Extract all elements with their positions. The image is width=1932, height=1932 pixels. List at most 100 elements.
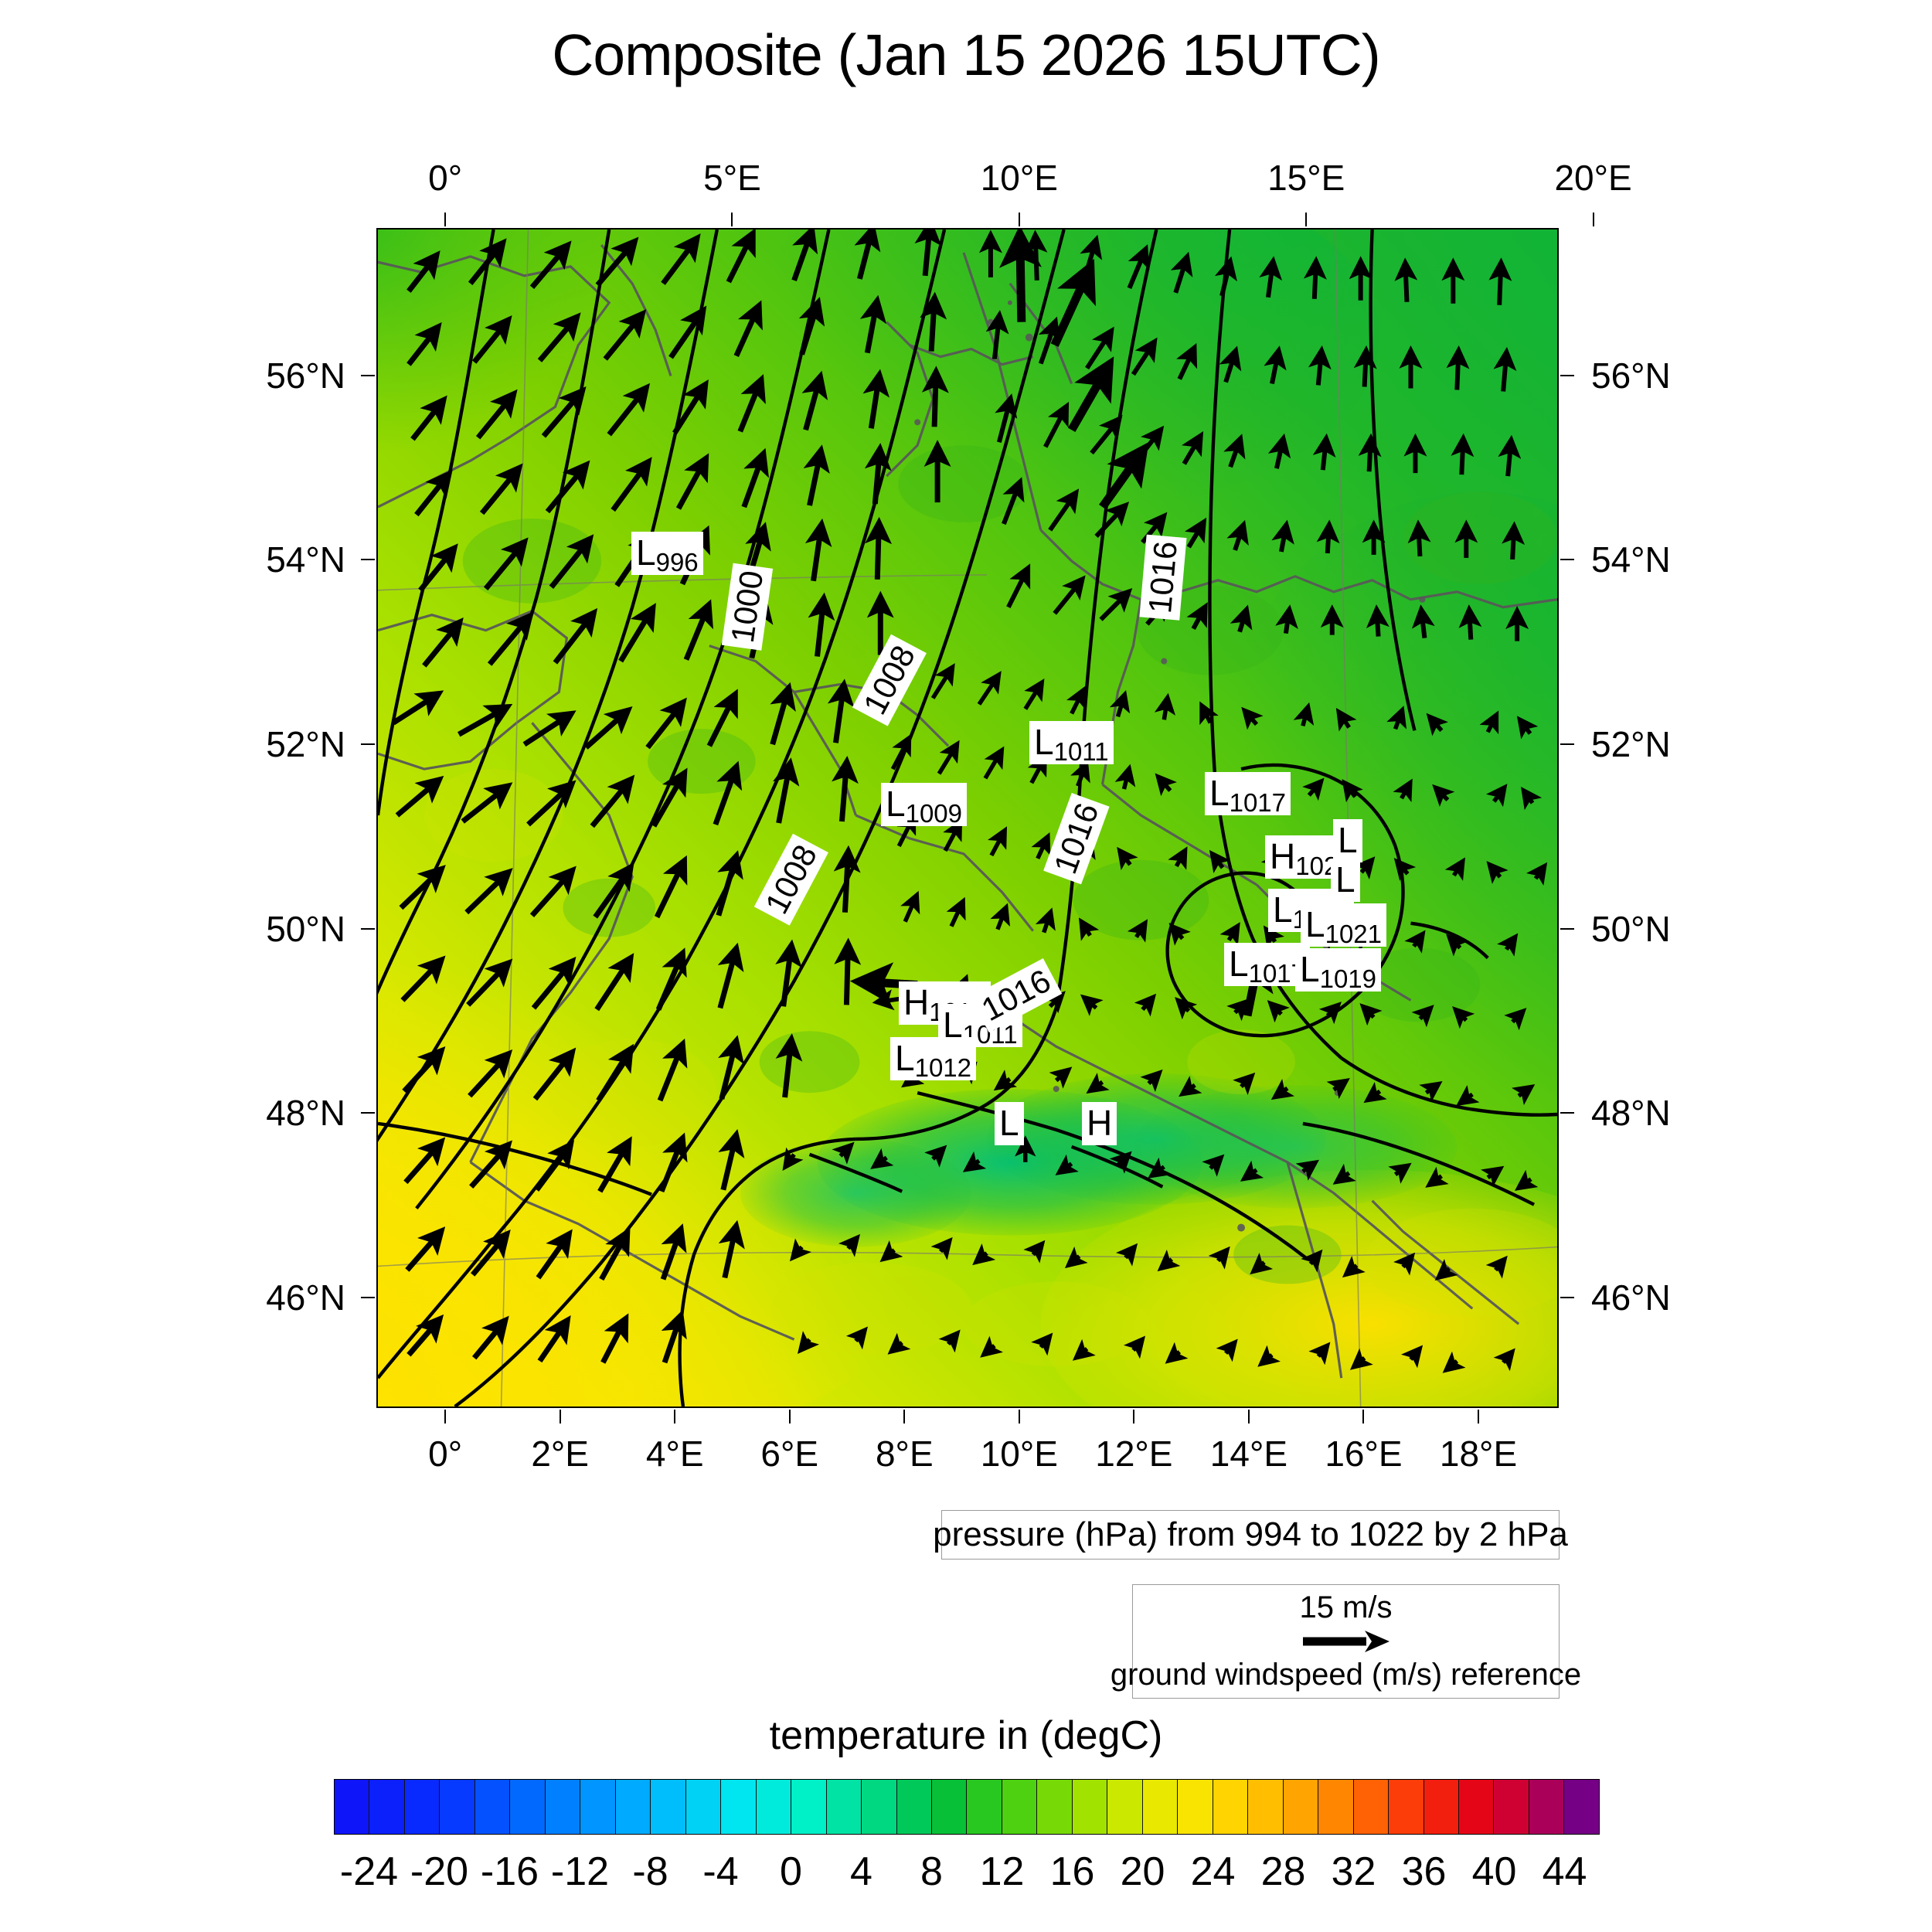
lon-label-bottom: 10°E [980, 1434, 1058, 1474]
map-plot-area[interactable] [376, 228, 1559, 1408]
colorbar-tick-label: -16 [480, 1849, 539, 1894]
lat-tick-right [1560, 1112, 1574, 1114]
lon-label-bottom: 2°E [531, 1434, 589, 1474]
colorbar-cell [756, 1780, 792, 1834]
lon-tick-bottom [1478, 1410, 1480, 1423]
colorbar-cell [404, 1780, 440, 1834]
colorbar-cell [826, 1780, 862, 1834]
lon-tick-bottom [559, 1410, 561, 1423]
colorbar-cell [1353, 1780, 1389, 1834]
colorbar-tick-label: 32 [1331, 1849, 1376, 1894]
wind-reference-caption: ground windspeed (m/s) reference [1110, 1658, 1582, 1692]
lat-tick-left [361, 1112, 375, 1114]
colorbar-cell [474, 1780, 511, 1834]
colorbar-cell [1037, 1780, 1073, 1834]
colorbar-cell [1459, 1780, 1495, 1834]
lat-tick-right [1560, 559, 1574, 561]
lon-tick-bottom [788, 1410, 791, 1423]
colorbar-cell [1213, 1780, 1249, 1834]
colorbar-cell [651, 1780, 686, 1834]
lat-label-right: 54°N [1591, 539, 1671, 580]
colorbar-tick-label: -12 [550, 1849, 610, 1894]
temperature-colorbar[interactable] [334, 1779, 1600, 1835]
colorbar-title: temperature in (degC) [769, 1713, 1163, 1758]
lon-label-bottom: 4°E [645, 1434, 704, 1474]
colorbar-cell [615, 1780, 651, 1834]
colorbar-cell [1107, 1780, 1143, 1834]
wind-reference-magnitude: 15 m/s [1299, 1590, 1393, 1624]
colorbar-cell [1529, 1780, 1565, 1834]
lon-tick-bottom [1362, 1410, 1365, 1423]
lat-tick-left [361, 743, 375, 746]
lon-tick-bottom [1247, 1410, 1250, 1423]
lat-label-right: 46°N [1591, 1277, 1671, 1318]
lon-label-bottom: 12°E [1095, 1434, 1173, 1474]
colorbar-cell [1423, 1780, 1459, 1834]
colorbar-cell [510, 1780, 546, 1834]
lon-tick-top [731, 213, 733, 226]
lat-tick-left [361, 559, 375, 561]
lon-label-top: 15°E [1267, 158, 1345, 198]
colorbar-tick-label: 20 [1120, 1849, 1165, 1894]
lon-label-bottom: 0° [428, 1434, 463, 1474]
lat-label-left: 46°N [266, 1277, 345, 1318]
colorbar-tick-label: 36 [1401, 1849, 1447, 1894]
colorbar-cell [1142, 1780, 1179, 1834]
colorbar-tick-label: 44 [1542, 1849, 1587, 1894]
colorbar-cell [335, 1780, 370, 1834]
colorbar-tick-labels: -24 -20 -16 -12 -8 -4 0 4 8 12 16 20 24 28 32 36 40 44 [0, 1849, 1932, 1895]
colorbar-cell [580, 1780, 616, 1834]
lat-label-right: 52°N [1591, 724, 1671, 765]
temperature-wind-pressure-map [378, 230, 1557, 1406]
lat-label-right: 48°N [1591, 1093, 1671, 1134]
colorbar-cell [721, 1780, 757, 1834]
colorbar-cell [545, 1780, 581, 1834]
isobar-layer [378, 230, 1557, 1406]
colorbar-tick-label: 0 [780, 1849, 802, 1894]
colorbar-cell [931, 1780, 968, 1834]
lat-label-left: 54°N [266, 539, 345, 580]
lon-tick-bottom [1018, 1410, 1020, 1423]
lat-label-right: 56°N [1591, 355, 1671, 396]
colorbar-cell [685, 1780, 722, 1834]
wind-vector-field [392, 230, 951, 1364]
lon-label-bottom: 14°E [1209, 1434, 1288, 1474]
lat-label-left: 56°N [266, 355, 345, 396]
colorbar-cell [896, 1780, 932, 1834]
colorbar-cell [1389, 1780, 1424, 1834]
lon-label-top: 20°E [1554, 158, 1632, 198]
lon-tick-top [1018, 213, 1020, 226]
colorbar-tick-label: 28 [1260, 1849, 1306, 1894]
colorbar-tick-label: 4 [850, 1849, 872, 1894]
lon-tick-top [1305, 213, 1308, 226]
colorbar-cell [1072, 1780, 1108, 1834]
page-title: Composite (Jan 15 2026 15UTC) [552, 22, 1381, 87]
colorbar-tick-label: -4 [702, 1849, 739, 1894]
colorbar-cell [440, 1780, 475, 1834]
colorbar-cell [967, 1780, 1002, 1834]
colorbar-tick-label: 40 [1471, 1849, 1517, 1894]
pressure-legend-text: pressure (hPa) from 994 to 1022 by 2 hPa [933, 1515, 1568, 1553]
colorbar-cell [369, 1780, 405, 1834]
wind-arrow-icon [1302, 1631, 1389, 1652]
lon-tick-bottom [674, 1410, 676, 1423]
colorbar-tick-label: -8 [632, 1849, 668, 1894]
lon-label-bottom: 6°E [760, 1434, 819, 1474]
colorbar-cell [1494, 1780, 1529, 1834]
lat-tick-left [361, 927, 375, 930]
lon-label-bottom: 8°E [875, 1434, 934, 1474]
lat-tick-right [1560, 374, 1574, 376]
colorbar-cell [1248, 1780, 1284, 1834]
lon-label-top: 0° [428, 158, 463, 198]
colorbar-cell [1283, 1780, 1319, 1834]
lat-tick-right [1560, 927, 1574, 930]
lat-label-right: 50°N [1591, 908, 1671, 949]
lat-label-left: 50°N [266, 908, 345, 949]
colorbar-tick-label: -24 [339, 1849, 399, 1894]
wind-reference-legend: 15 m/s ground windspeed (m/s) reference [1111, 1584, 1581, 1699]
lon-label-top: 5°E [703, 158, 761, 198]
lon-tick-top [1592, 213, 1594, 226]
colorbar-tick-label: -20 [410, 1849, 469, 1894]
lat-tick-left [361, 1296, 375, 1298]
